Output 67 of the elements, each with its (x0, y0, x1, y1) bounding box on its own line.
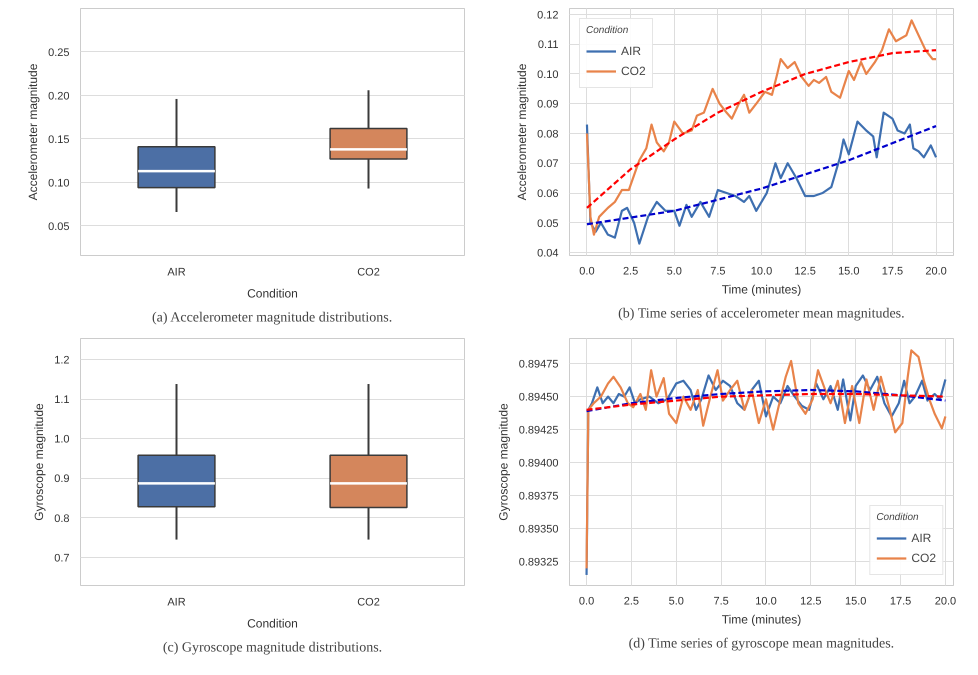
legend-title: Condition (876, 512, 920, 523)
x-tick-label: 17.5 (890, 596, 912, 608)
y-tick-label: 0.04 (537, 248, 559, 260)
y-tick-label: 0.20 (48, 90, 70, 102)
x-tick-label: 10.0 (755, 596, 777, 608)
y-tick-label: 1.2 (54, 354, 70, 366)
x-tick-label: 5.0 (668, 596, 684, 608)
legend-label: AIR (621, 44, 642, 58)
text: (d) Time series of gyroscope mean magnitudes. (628, 636, 894, 652)
x-tick-label: CO2 (357, 266, 380, 278)
y-tick-label: 0.09 (537, 98, 559, 111)
y-axis-title: Accelerometer magnitude (26, 63, 40, 200)
x-axis-title: Time (minutes) (722, 612, 802, 626)
x-tick-label: 2.5 (622, 266, 638, 278)
x-tick-label: 2.5 (624, 596, 640, 608)
text: (b) Time series of accelerometer mean magnitudes. (618, 306, 905, 322)
x-tick-label: AIR (167, 266, 186, 278)
y-tick-label: 0.89425 (518, 424, 559, 437)
x-axis-title: Condition (247, 616, 298, 630)
x-tick-label: 10.0 (750, 266, 772, 278)
legend-label: CO2 (621, 64, 646, 78)
x-tick-label: 12.5 (800, 596, 822, 608)
y-tick-label: 0.06 (537, 188, 559, 200)
legend-label: AIR (911, 531, 932, 545)
x-tick-label: CO2 (357, 596, 380, 608)
x-tick-label: AIR (167, 596, 186, 608)
x-tick-label: 20.0 (925, 266, 947, 278)
legend-label: CO2 (911, 551, 936, 565)
y-tick-label: 0.9 (54, 473, 70, 486)
y-tick-label: 0.8 (54, 512, 70, 525)
y-tick-label: 1.1 (54, 394, 70, 406)
x-tick-label: 15.0 (838, 266, 860, 278)
y-axis-title: Accelerometer magnitude (515, 63, 530, 200)
text: (a) Accelerometer magnitude distributions. (152, 310, 392, 326)
x-tick-label: 0.0 (578, 596, 594, 608)
x-tick-label: 7.5 (713, 596, 729, 608)
legend-title: Condition (586, 25, 630, 36)
y-tick-label: 0.89325 (518, 556, 559, 569)
text: (c) Gyroscope magnitude distributions. (162, 640, 382, 656)
x-tick-label: 7.5 (710, 266, 726, 278)
x-tick-label: 15.0 (845, 596, 866, 608)
y-tick-label: 0.15 (48, 134, 70, 146)
y-tick-label: 0.25 (48, 46, 70, 59)
y-tick-label: 0.11 (538, 39, 558, 52)
x-axis-title: Condition (247, 286, 298, 300)
y-tick-label: 0.05 (537, 218, 559, 230)
y-tick-label: 0.08 (537, 128, 559, 140)
y-tick-label: 0.12 (537, 9, 559, 22)
x-tick-label: 20.0 (934, 596, 956, 608)
x-tick-label: 0.0 (579, 266, 595, 278)
x-tick-label: 5.0 (666, 266, 682, 278)
y-tick-label: 0.89375 (518, 490, 559, 503)
y-tick-label: 0.10 (537, 68, 559, 81)
y-tick-label: 0.89400 (518, 458, 559, 470)
y-tick-label: 0.89450 (518, 392, 559, 404)
y-tick-label: 0.10 (48, 177, 70, 190)
y-tick-label: 1.0 (54, 434, 70, 446)
y-axis-title: Gyroscope magnitude (32, 402, 46, 521)
x-axis-title: Time (minutes) (722, 282, 802, 296)
y-tick-label: 0.05 (48, 220, 70, 233)
y-tick-label: 0.89475 (518, 358, 559, 371)
y-tick-label: 0.7 (54, 552, 70, 564)
x-tick-label: 12.5 (794, 266, 816, 278)
y-tick-label: 0.89350 (518, 524, 559, 536)
y-axis-title: Gyroscope magnitude (496, 402, 511, 521)
x-tick-label: 17.5 (882, 266, 904, 278)
y-tick-label: 0.07 (537, 158, 559, 170)
